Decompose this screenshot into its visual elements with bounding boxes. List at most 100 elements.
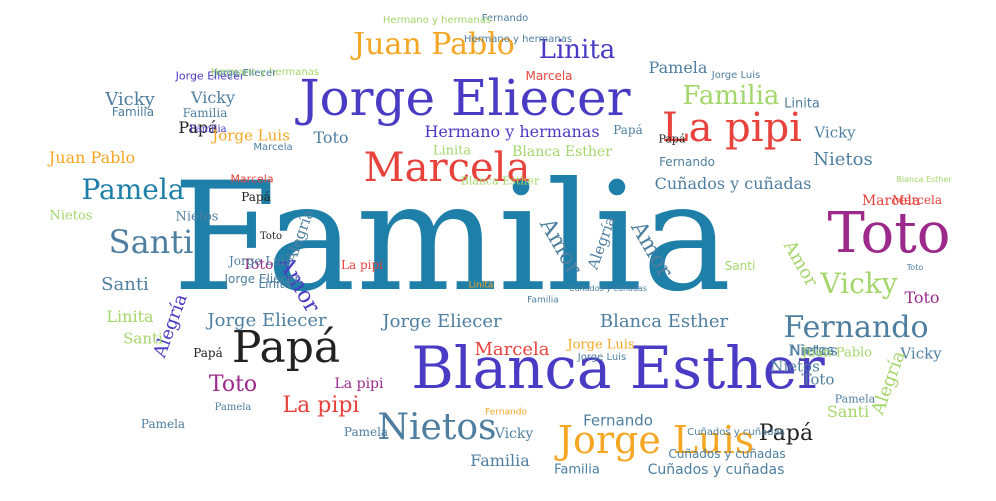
word-linita: Linita — [784, 96, 820, 112]
word-hermano-y-hermanas: Hermano y hermanas — [382, 15, 492, 26]
word-alegria: Alegría — [867, 348, 910, 418]
word-juan-pablo: Juan Pablo — [801, 345, 873, 361]
word-jorge-luis: Jorge Luis — [711, 70, 761, 81]
word-nietos: Nietos — [770, 357, 820, 376]
word-familia: Familia — [182, 106, 228, 120]
word-jorge-eliecer: Jorge Eliecer — [382, 311, 502, 332]
word-jorge-luis: Jorge Luis — [228, 254, 292, 268]
word-linita: Linita — [258, 277, 292, 291]
word-vicky: Vicky — [820, 267, 898, 300]
word-alegria: Alegría — [149, 291, 192, 361]
word-jorge-luis: Jorge Luis — [577, 352, 627, 363]
word-toto: Toto — [801, 370, 835, 389]
word-familia: Familia — [189, 124, 227, 135]
word-pamela: Pamela — [834, 392, 876, 406]
word-blanca-esther: Blanca Esther — [896, 175, 952, 184]
word-juan-pablo: Juan Pablo — [353, 27, 515, 62]
word-familia: Familia — [554, 462, 600, 478]
word-blanca-esther: Blanca Esther — [599, 311, 729, 332]
word-linita: Linita — [106, 307, 154, 326]
word-la-pipi: La pipi — [334, 376, 384, 392]
word-linita: Linita — [468, 280, 494, 291]
word-vicky: Vicky — [900, 344, 942, 363]
word-fernando: Fernando — [850, 392, 856, 394]
word-nietos: Nietos — [813, 149, 873, 170]
word-papa: Papá — [658, 132, 686, 146]
word-papa: Papá — [613, 123, 643, 137]
word-familia: Familia — [470, 451, 530, 470]
word-familia: Familia — [682, 81, 780, 111]
word-santi: Santi — [123, 329, 163, 348]
word-toto: Toto — [208, 372, 258, 397]
word-cunados-y-cunadas: Cuñados y cuñadas — [687, 427, 785, 438]
word-jorge-eliecer: Jorge Eliecer — [213, 68, 277, 79]
word-nietos: Nietos — [377, 407, 497, 448]
word-nietos: Nietos — [788, 341, 838, 360]
word-papa: Papá — [178, 118, 218, 137]
word-linita: Linita — [538, 35, 616, 65]
word-blanca-esther: Blanca Esther — [460, 174, 540, 188]
word-cunados-y-cunadas: Cuñados y cuñadas — [568, 284, 648, 293]
word-papa: Papá — [231, 322, 341, 373]
word-toto: Toto — [904, 288, 940, 307]
word-jorge-luis: Jorge Luis — [567, 337, 635, 353]
word-cunados-y-cunadas: Cuñados y cuñadas — [668, 447, 786, 461]
word-papa: Papá — [758, 421, 814, 446]
word-fernando: Fernando — [481, 13, 529, 24]
word-blanca-esther: Blanca Esther — [411, 334, 825, 402]
word-santi: Santi — [108, 223, 194, 261]
word-vicky: Vicky — [494, 426, 534, 442]
word-jorge-eliecer: Jorge Eliecer — [224, 272, 300, 286]
word-marcela: Marcela — [230, 172, 274, 186]
word-vicky: Vicky — [190, 88, 236, 107]
word-nietos: Nietos — [175, 209, 219, 225]
word-pamela: Pamela — [214, 402, 252, 413]
word-pamela: Pamela — [81, 173, 185, 206]
word-toto: Toto — [906, 263, 924, 272]
word-la-pipi: La pipi — [662, 105, 802, 151]
word-fernando: Fernando — [485, 407, 527, 418]
word-jorge-eliecer: Jorge Eliecer — [299, 69, 631, 127]
word-nietos: Nietos — [789, 343, 835, 359]
word-linita: Linita — [432, 143, 472, 159]
word-hermano-y-hermanas: Hermano y hermanas — [424, 122, 600, 141]
word-la-pipi: La pipi — [341, 258, 383, 272]
word-la-pipi: La pipi — [282, 393, 360, 418]
word-toto: Toto — [260, 231, 282, 242]
word-papa: Papá — [193, 346, 223, 360]
word-familia: Familia — [111, 105, 155, 119]
word-familia-main: Familia — [172, 151, 732, 325]
word-marcela: Marcela — [363, 145, 531, 191]
word-marcela: Marcela — [525, 69, 573, 83]
word-papa: Papá — [241, 190, 271, 204]
word-blanca-esther: Blanca Esther — [512, 144, 612, 160]
word-jorge-luis: Jorge Luis — [557, 418, 755, 462]
word-jorge-luis: Jorge Luis — [212, 126, 290, 145]
word-fernando: Fernando — [583, 411, 653, 430]
word-jorge-eliecer: Jorge Eliecer — [175, 69, 245, 83]
word-pamela: Pamela — [648, 58, 708, 77]
word-marcela: Marcela — [861, 193, 921, 209]
word-vicky: Vicky — [814, 123, 856, 142]
word-marcela: Marcela — [474, 339, 550, 360]
word-santi: Santi — [826, 402, 870, 421]
word-hermano-y-hermanas: Hermano y hermanas — [210, 67, 320, 78]
word-nietos: Nietos — [49, 208, 93, 224]
word-juan-pablo: Juan Pablo — [48, 148, 136, 167]
word-hermano-y-hermanas: Hermano y hermanas — [463, 34, 573, 45]
word-santi: Santi — [724, 259, 756, 273]
word-cunados-y-cunadas: Cuñados y cuñadas — [647, 462, 785, 478]
word-familia: Familia — [527, 295, 559, 306]
word-pamela: Pamela — [343, 425, 389, 439]
word-santi: Santi — [101, 274, 149, 295]
word-toto: Toto — [313, 128, 349, 147]
word-toto: Toto — [827, 201, 951, 266]
word-toto: Toto — [242, 257, 274, 273]
word-amor: Amor — [778, 237, 822, 291]
word-fernando: Fernando — [783, 310, 929, 345]
word-marcela: Marcela — [253, 142, 293, 153]
word-jorge-eliecer: Jorge Eliecer — [207, 310, 327, 331]
word-marcela: Marcela — [892, 193, 942, 207]
word-cunados-y-cunadas: Cuñados y cuñadas — [654, 174, 812, 193]
